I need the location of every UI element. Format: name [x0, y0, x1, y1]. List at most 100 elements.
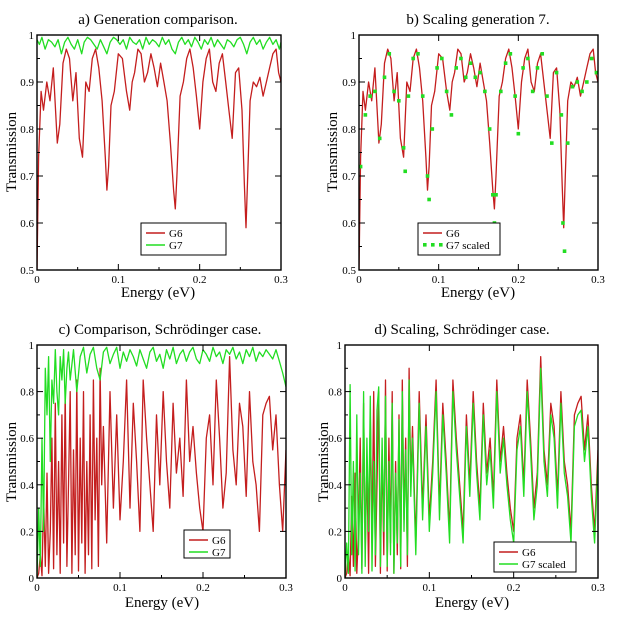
panel-d-title: d) Scaling, Schrödinger case. — [374, 322, 549, 338]
panel-b-series-g7-scaled-point — [387, 52, 392, 56]
panel-d-ytick-label: 0 — [337, 573, 343, 585]
panel-d-ytick-label: 1 — [337, 340, 343, 352]
panel-b-series-g7-scaled-point — [425, 174, 430, 178]
panel-c-legend-g7-label: G7 — [212, 547, 226, 559]
panel-a: a) Generation comparison. Energy (eV) Tr… — [4, 12, 288, 301]
panel-b-series-g7-scaled-point — [503, 61, 508, 65]
panel-a-ytick-label: 1 — [29, 30, 35, 42]
panel-b-series-g7-scaled-point — [427, 197, 431, 202]
panel-c-ytick-label: 0.2 — [20, 526, 34, 538]
panel-b-xtick-label: 0.3 — [591, 274, 605, 286]
panel-d-ytick-label: 0.6 — [328, 433, 342, 445]
panel-a-ytick-label: 0.9 — [20, 77, 34, 89]
panel-a-ytick-label: 0.6 — [20, 218, 34, 230]
panel-b-legend-g6-label: G6 — [446, 228, 460, 240]
panel-a-xtick-label: 0 — [34, 274, 40, 286]
panel-d-ytick-label: 0.8 — [328, 387, 342, 399]
panel-b-series-g7-scaled-point — [416, 52, 420, 56]
panel-d-xtick-label: 0.3 — [591, 582, 605, 594]
panel-b-series-g7-scaled-point — [406, 94, 411, 98]
panel-b-series-g7-scaled-point — [392, 89, 396, 94]
panel-b-series-g7-scaled-point — [561, 221, 565, 225]
panel-c-ytick-label: 1 — [29, 340, 35, 352]
panel-b-series-g7-scaled-point — [559, 113, 564, 117]
panel-b-ytick-label: 0.6 — [342, 218, 356, 230]
panel-b-ytick-label: 1 — [351, 30, 357, 42]
panel-b-ylabel: Transmission — [325, 111, 341, 192]
panel-b-series-g7-scaled-point — [585, 80, 589, 84]
panel-b-series-g7-scaled-point — [526, 56, 530, 61]
panel-d-ytick-label: 0.2 — [328, 526, 342, 538]
panel-c-xtick-label: 0.1 — [113, 582, 127, 594]
panel-b-ytick-label: 0.8 — [342, 124, 356, 136]
panel-c-frame — [36, 344, 287, 579]
panel-b-series-g7-scaled — [359, 52, 598, 253]
panel-c-xtick-label: 0.3 — [279, 582, 293, 594]
panel-b-series-g7-scaled-point — [440, 56, 444, 61]
panel-c-ytick-label: 0 — [29, 573, 35, 585]
panel-b-series-g7-scaled-point — [363, 113, 368, 117]
panel-b-series-g7-scaled-point — [554, 70, 559, 75]
panel-b-series-g7-scaled-point — [373, 89, 377, 94]
panel-b-series-g7-scaled-point — [430, 127, 435, 131]
panel-b-series-g7-scaled-point — [478, 70, 482, 75]
panel-d-ytick-label: 0.4 — [328, 480, 342, 492]
panel-b-series-g7-scaled-point — [459, 56, 463, 61]
panel-b: b) Scaling generation 7. Energy (eV) Tra… — [325, 12, 605, 301]
panel-a-ytick-label: 0.7 — [20, 171, 34, 183]
panel-d-legend-g6-label: G6 — [522, 547, 536, 559]
panel-d-xtick-label: 0.2 — [507, 582, 521, 594]
panel-b-series-g7-scaled-point — [401, 146, 406, 150]
panel-c-title: c) Comparison, Schrödinger case. — [59, 322, 262, 338]
panel-a-legend-g6-label: G6 — [169, 228, 183, 240]
panel-d-legend-g7-scaled-label: G7 scaled — [522, 559, 566, 571]
panel-b-series-g7-scaled-point — [575, 80, 580, 84]
panel-b-series-g7-scaled-point — [580, 89, 584, 94]
panel-b-series-g7-scaled-point — [562, 249, 567, 253]
panel-b-series-g7-scaled-point — [508, 52, 513, 56]
panel-b-legend-g7-scaled-marker — [439, 243, 443, 247]
panel-b-legend-box — [417, 222, 501, 256]
panel-a-ytick-label: 0.5 — [20, 265, 34, 277]
panel-c-xtick-label: 0 — [34, 582, 40, 594]
panel-b-series-g7-scaled-point — [454, 66, 458, 70]
panel-c-xtick-label: 0.2 — [196, 582, 210, 594]
panel-a-series-g6-line — [37, 48, 281, 270]
panel-c-ytick-label: 0.6 — [20, 433, 34, 445]
panel-b-series-g7-scaled-point — [570, 84, 575, 89]
panel-b-ytick-label: 0.7 — [342, 171, 356, 183]
panel-b-series-g7-scaled-point — [565, 141, 570, 145]
panel-d-xtick-label: 0 — [342, 582, 348, 594]
panel-b-series-g7-scaled-point — [368, 94, 372, 98]
panel-c-legend-g6-label: G6 — [212, 535, 226, 547]
panel-b-series-g7-scaled-point — [549, 141, 554, 145]
panel-d-xlabel: Energy (eV) — [435, 595, 509, 611]
panel-b-series-g7-scaled-point — [463, 75, 468, 80]
panel-a-xtick-label: 0.2 — [193, 274, 207, 286]
panel-d-legend-box — [493, 541, 577, 573]
panel-b-series-g7-scaled-point — [491, 193, 495, 197]
panel-d: d) Scaling, Schrödinger case. Energy (eV… — [316, 322, 605, 611]
panel-b-xtick-label: 0 — [356, 274, 362, 286]
panel-a-ytick-label: 0.8 — [20, 124, 34, 136]
panel-c-legend-box — [183, 529, 231, 559]
panel-b-series-g7-scaled-point — [468, 61, 473, 65]
panel-b-series-g7-scaled-point — [516, 131, 521, 136]
panel-b-legend-g7-scaled-marker — [431, 243, 435, 247]
panel-a-xtick-label: 0.1 — [111, 274, 125, 286]
panel-a-legend-g7-label: G7 — [169, 240, 183, 252]
panel-b-series-g7-scaled-point — [513, 94, 517, 98]
panel-b-series-g7-scaled-point — [521, 66, 525, 70]
panel-b-series-g6-line — [359, 48, 598, 270]
panel-b-series-g7-scaled-point — [473, 75, 478, 80]
panel-a-xtick-label: 0.3 — [274, 274, 288, 286]
panel-c-ytick-label: 0.4 — [20, 480, 34, 492]
panel-b-series-g7-scaled-point — [483, 89, 487, 94]
panel-b-series-g7-scaled-point — [594, 70, 598, 75]
